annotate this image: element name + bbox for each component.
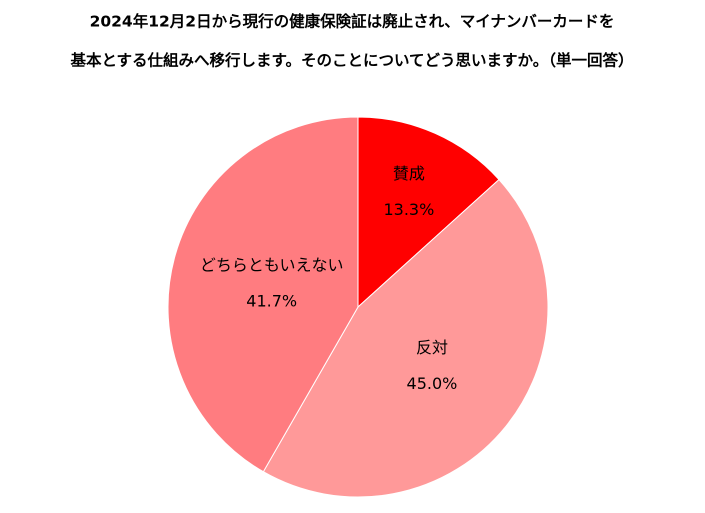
- chart-title: 基本とする仕組みへ移行します。そのことについてどう思いますか。（単一回答）: [70, 51, 634, 70]
- slice-category-label: 賛成: [393, 164, 425, 183]
- slice-value-label: 13.3%: [383, 200, 434, 219]
- slice-category-label: どちらともいえない: [200, 255, 344, 274]
- chart-title: 2024年12月2日から現行の健康保険証は廃止され、マイナンバーカードを: [90, 12, 615, 31]
- pie-slice: [357, 116, 500, 309]
- slice-category-label: 反対: [416, 338, 448, 357]
- slice-value-label: 45.0%: [407, 374, 458, 393]
- slice-value-label: 41.7%: [246, 291, 297, 310]
- pie-slice: [262, 178, 549, 498]
- pie-slice: [167, 116, 359, 473]
